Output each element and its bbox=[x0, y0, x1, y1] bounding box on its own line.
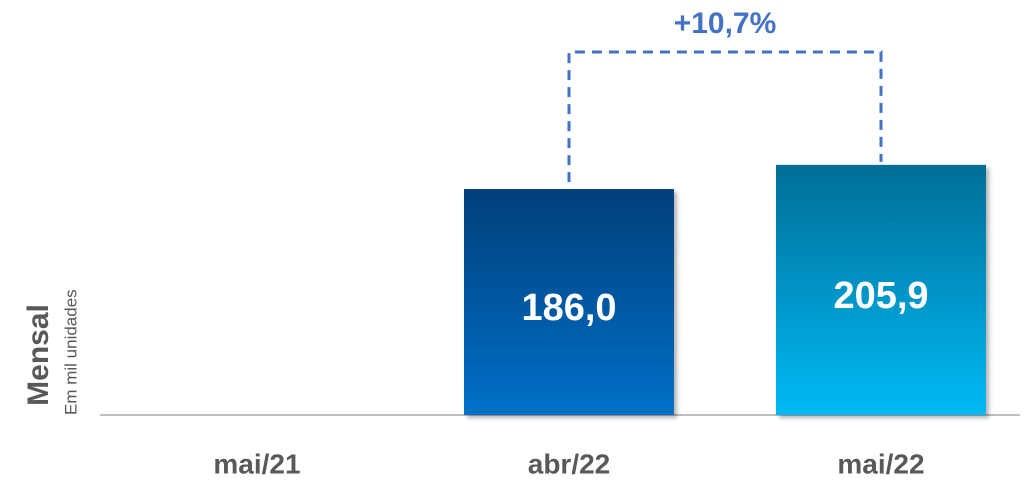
x-tick-label: mai/22 bbox=[837, 448, 924, 479]
annotation-bracket bbox=[567, 50, 883, 183]
x-tick-label: abr/22 bbox=[528, 448, 611, 479]
bar bbox=[776, 164, 986, 415]
value-label: 205,9 bbox=[833, 275, 928, 317]
y-axis-subtitle: Em mil unidades bbox=[61, 289, 80, 415]
value-label: 186,0 bbox=[521, 287, 616, 329]
x-tick-label: mai/21 bbox=[213, 448, 300, 479]
annotation: +10,7% bbox=[674, 7, 777, 40]
bar bbox=[464, 189, 674, 415]
y-axis-title: Mensal bbox=[22, 304, 55, 406]
